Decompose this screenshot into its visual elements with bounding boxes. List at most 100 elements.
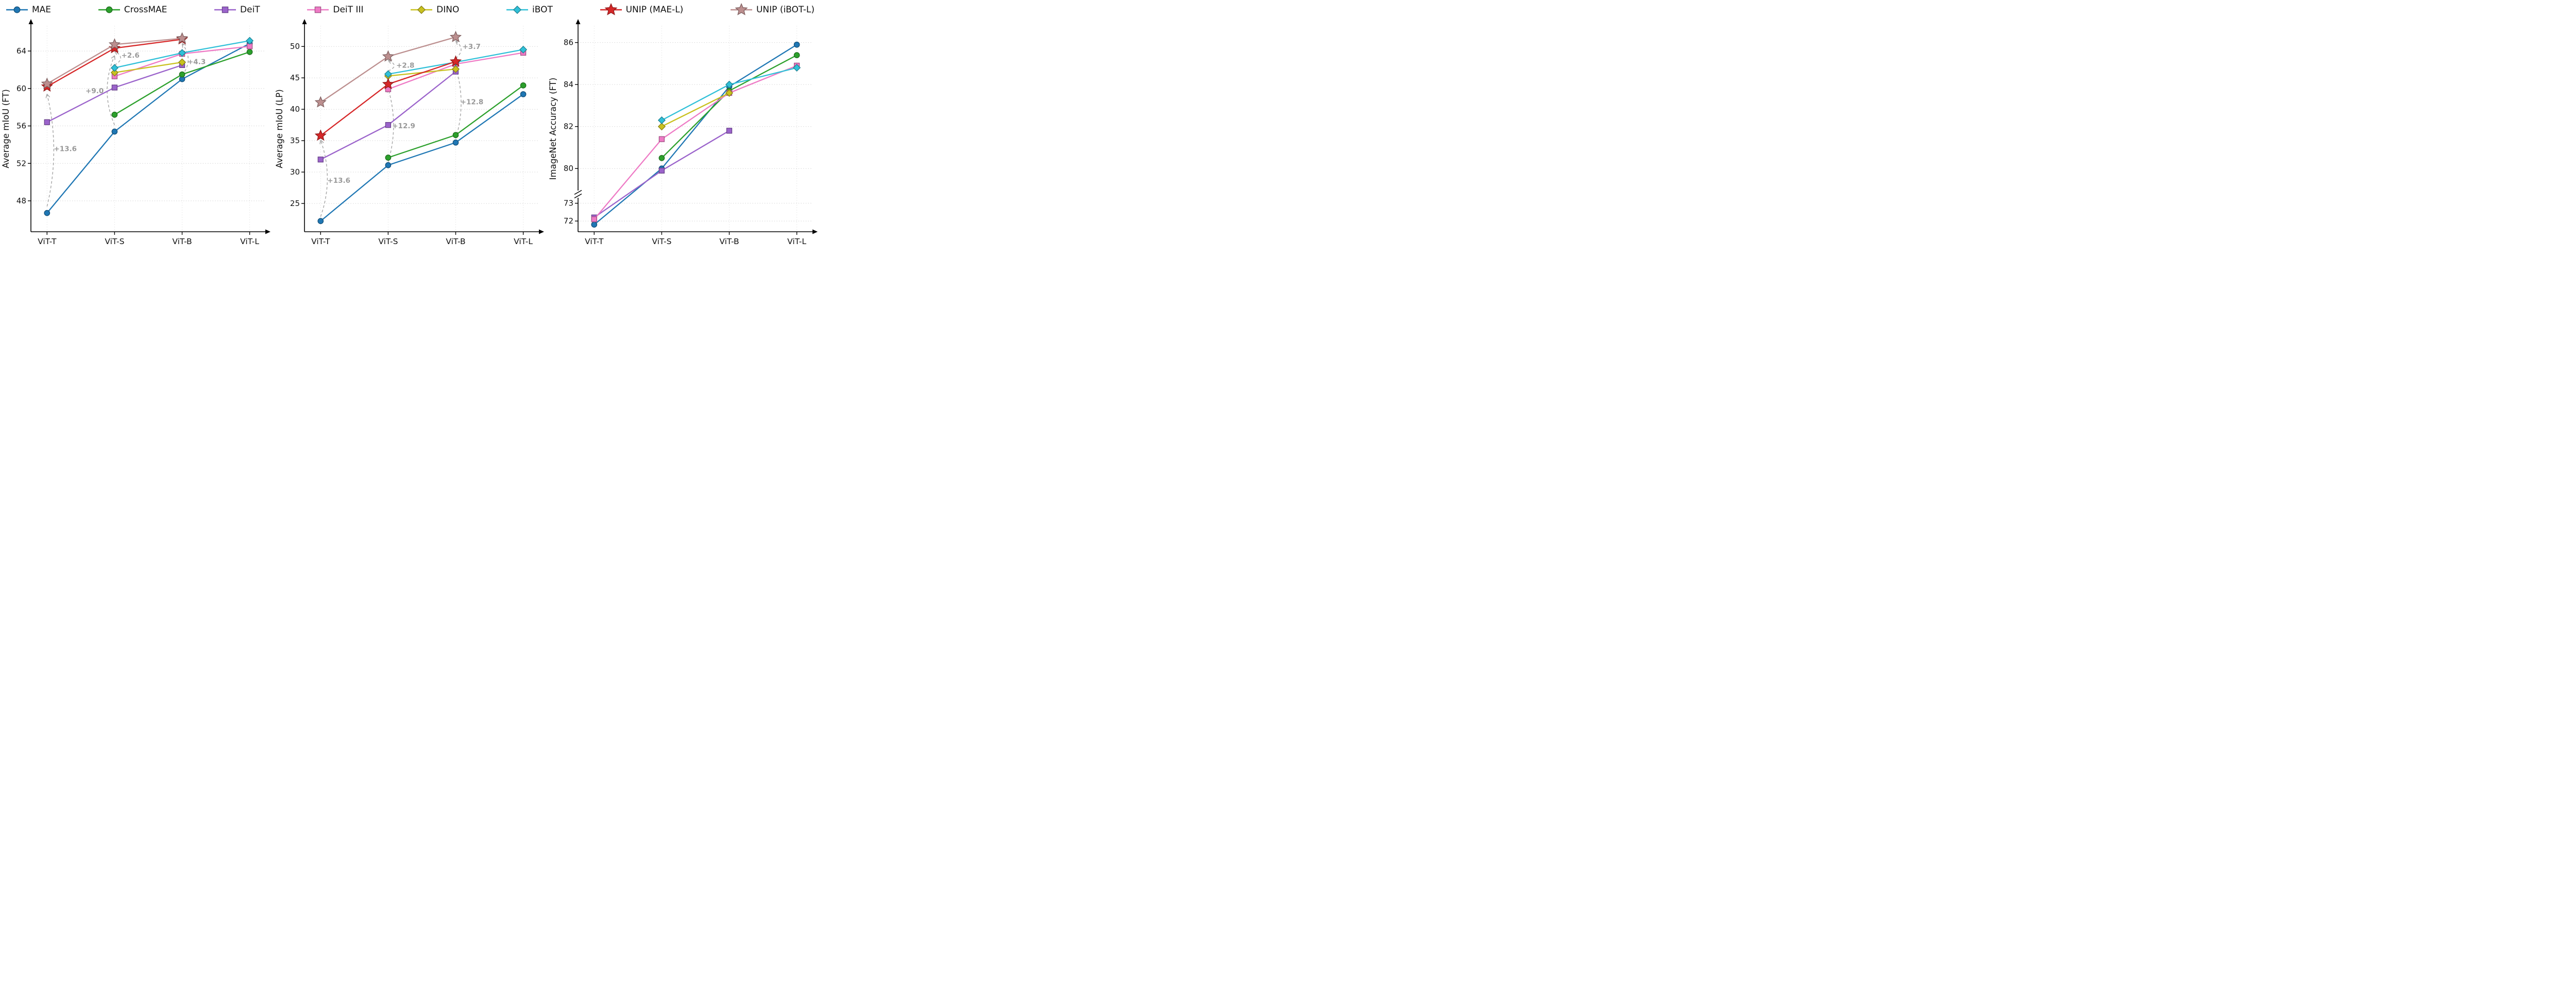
circle-marker	[317, 218, 324, 225]
gridlines	[31, 26, 264, 232]
series-crossmae	[385, 82, 527, 161]
x-tick-label: ViT-B	[172, 237, 192, 246]
star-marker	[314, 129, 327, 141]
star-marker	[604, 3, 618, 15]
chart-average-miou-ft: +13.6 +9.0 +2.6 +4.3 48 52 56 60 64 ViT-T ViT-S ViT…	[1, 19, 270, 246]
y-tick-label: 45	[290, 73, 300, 82]
y-tick-label: 60	[16, 84, 26, 93]
annotation-label: +13.6	[54, 145, 77, 153]
annotation-label: +12.8	[461, 98, 484, 106]
star-marker	[41, 77, 53, 89]
legend-item-crossmae: CrossMAE	[97, 3, 167, 16]
legend-label-unip-mae-l: UNIP (MAE-L)	[625, 5, 684, 15]
diamond-marker	[178, 49, 187, 57]
diamond-marker	[110, 64, 118, 72]
legend-item-deit: DeiT	[213, 3, 260, 16]
annotation-arrow	[46, 94, 55, 207]
series-ibot	[110, 37, 254, 72]
ibot-legend-marker-icon	[506, 5, 529, 14]
x-tick-label: ViT-S	[652, 237, 671, 246]
legend-item-unip-ibot-l: UNIP (iBOT-L)	[730, 3, 815, 16]
series-crossmae	[111, 49, 253, 118]
unip-mae-l-legend-marker-icon	[600, 3, 622, 15]
diamond-marker	[513, 5, 522, 14]
x-axis-arrow-icon	[812, 229, 818, 234]
square-marker	[658, 136, 665, 142]
axes: 72 73 80 82 84 86 ViT-T ViT-S ViT-B ViT-L	[564, 19, 818, 246]
x-tick-label: ViT-B	[719, 237, 739, 246]
charts-row: +13.6 +9.0 +2.6 +4.3 48 52 56 60 64 ViT-T ViT-S ViT…	[0, 18, 822, 249]
y-tick-label: 82	[564, 122, 573, 131]
diamond-marker	[110, 68, 118, 77]
annotation-label: +13.6	[327, 177, 350, 185]
circle-marker	[793, 41, 800, 48]
x-tick-label: ViT-S	[378, 237, 398, 246]
x-tick-label: ViT-L	[787, 237, 806, 246]
y-tick-label: 80	[564, 164, 573, 173]
circle-marker	[44, 210, 50, 216]
series-dino	[110, 58, 187, 77]
y-axis-label: Average mIoU (LP)	[275, 89, 284, 168]
y-tick-label: 30	[290, 167, 300, 177]
panel-average-miou-lp: +13.6 +12.9 +2.8 +3.7 +12.8 25 30 35 40 45 50 ViT-T…	[274, 18, 547, 249]
star-marker	[449, 30, 462, 42]
star-marker	[314, 96, 327, 108]
series-mae	[317, 91, 527, 225]
y-tick-label: 72	[564, 216, 573, 226]
annotation-label: +2.8	[396, 62, 414, 70]
legend-item-mae: MAE	[5, 3, 51, 16]
diamond-marker	[725, 89, 734, 97]
series-unip-ibot-l	[41, 32, 189, 89]
legend-label-dino: DINO	[436, 5, 460, 15]
diamond-marker	[725, 80, 734, 89]
x-tick-label: ViT-T	[311, 237, 330, 246]
circle-marker	[658, 154, 665, 161]
x-tick-label: ViT-L	[514, 237, 533, 246]
y-tick-label: 52	[16, 159, 26, 168]
axes: 25 30 35 40 45 50 ViT-T ViT-S ViT-B ViT-L	[290, 19, 544, 246]
circle-marker	[591, 221, 598, 228]
square-marker	[317, 157, 324, 163]
x-tick-label: ViT-S	[105, 237, 124, 246]
diamond-marker	[657, 123, 666, 131]
annotation-label: +3.7	[463, 43, 481, 51]
y-tick-label: 64	[16, 46, 26, 56]
annotations: +13.6 +12.9 +2.8 +3.7 +12.8	[319, 40, 484, 217]
diamond-marker	[417, 5, 426, 14]
square-marker	[315, 6, 321, 13]
circle-marker	[520, 82, 527, 89]
diamond-marker	[384, 70, 392, 78]
circle-marker	[246, 49, 253, 55]
chart-average-miou-lp: +13.6 +12.9 +2.8 +3.7 +12.8 25 30 35 40 45 50 ViT-T…	[275, 19, 544, 246]
circle-marker	[111, 111, 118, 118]
x-axis-arrow-icon	[265, 229, 270, 234]
panel-imagenet-accuracy-ft: 72 73 80 82 84 86 ViT-T ViT-S ViT-B ViT-L ImageNet…	[547, 18, 821, 249]
legend-label-unip-ibot-l: UNIP (iBOT-L)	[756, 5, 815, 15]
annotation-label: +2.6	[122, 51, 140, 60]
annotation-arrow	[320, 140, 328, 217]
series-unip-mae-l	[314, 55, 462, 141]
figure: MAE CrossMAE DeiT DeiT III DINO iBOT UNIP (MAE…	[0, 0, 822, 249]
mae-legend-marker-icon	[6, 6, 28, 13]
axis-break-gap	[574, 191, 582, 198]
annotation-arrow	[114, 50, 121, 66]
circle-marker	[452, 139, 459, 146]
deit-legend-marker-icon	[214, 6, 236, 13]
deit-iii-legend-marker-icon	[307, 6, 329, 13]
y-axis-arrow-icon	[575, 19, 581, 24]
y-axis-arrow-icon	[28, 19, 33, 24]
diamond-marker	[451, 65, 460, 73]
annotations: +13.6 +9.0 +2.6 +4.3	[45, 43, 206, 207]
y-tick-label: 86	[564, 38, 573, 47]
circle-marker	[106, 6, 113, 13]
legend-label-mae: MAE	[32, 5, 52, 15]
circle-marker	[793, 52, 800, 58]
annotation-arrow	[455, 40, 462, 59]
circle-marker	[385, 162, 392, 168]
annotation-arrow	[388, 60, 395, 72]
y-axis-arrow-icon	[302, 19, 307, 24]
series-ibot	[657, 64, 801, 124]
star-marker	[449, 55, 462, 67]
star-marker	[176, 32, 189, 44]
annotation-label: +9.0	[86, 87, 104, 95]
